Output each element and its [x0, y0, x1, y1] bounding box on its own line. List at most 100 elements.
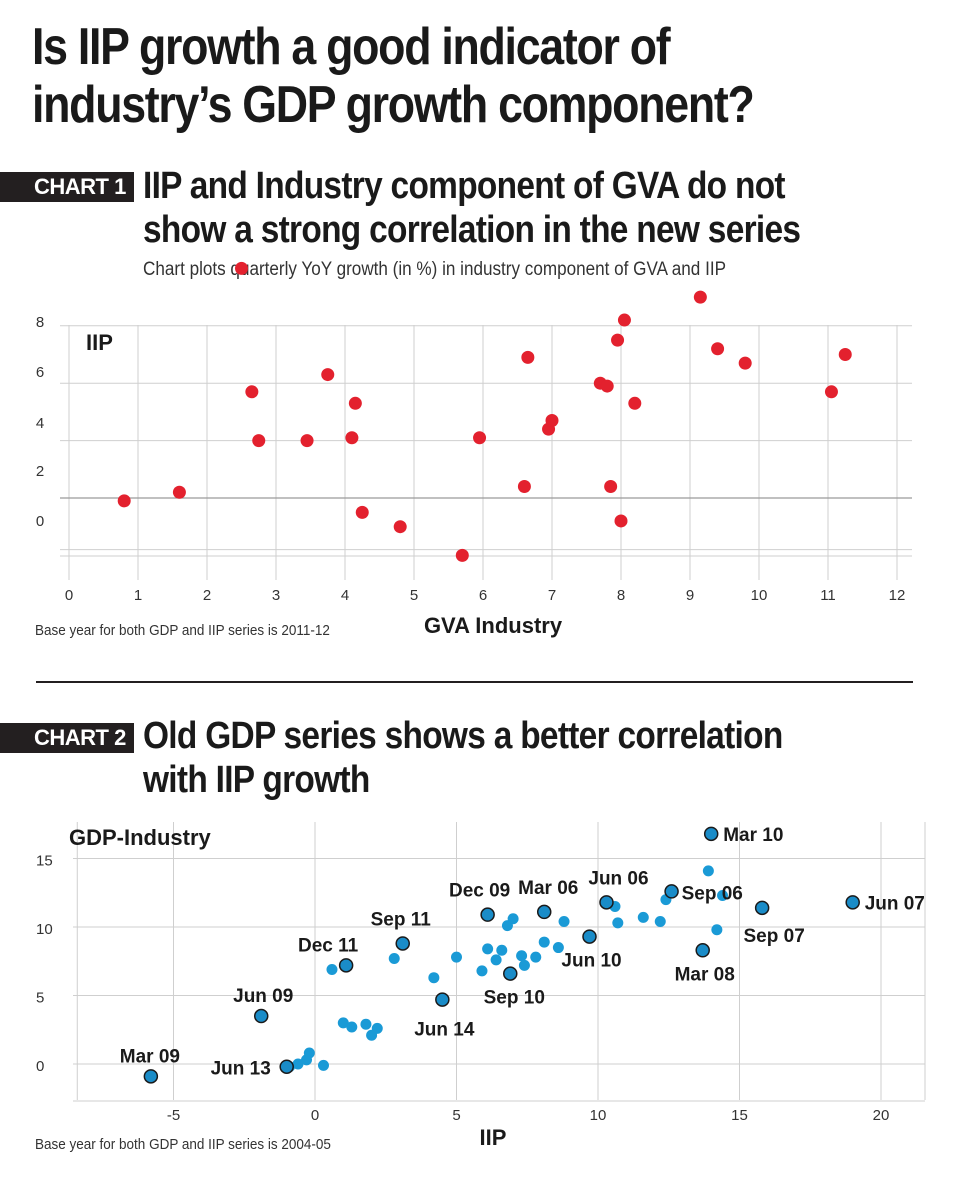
page-title-line2: industry’s GDP growth component? — [32, 76, 755, 134]
chart1-data-point — [321, 368, 335, 382]
chart2-point-label: Jun 06 — [588, 868, 648, 889]
chart2-data-point — [538, 936, 550, 948]
chart2-data-point — [654, 916, 666, 928]
chart1-data-point — [604, 480, 618, 494]
chart2-point-label: Jun 07 — [865, 893, 925, 914]
chart1-data-point — [738, 356, 752, 370]
chart2-y-tick-label: 15 — [36, 853, 53, 870]
chart2-data-point — [428, 972, 440, 984]
chart2-data-point — [326, 963, 338, 975]
chart2-y-tick-label: 10 — [36, 921, 53, 938]
chart1-data-point — [628, 396, 642, 410]
chart2-data-point — [612, 917, 624, 929]
chart2-data-point — [303, 1047, 315, 1059]
chart2-data-point — [717, 889, 729, 901]
chart2-tag: CHART 2 — [0, 723, 134, 753]
chart2-point-label: Sep 10 — [484, 988, 545, 1009]
chart2-labeled-point — [253, 1008, 269, 1024]
chart2-data-point — [711, 924, 723, 936]
chart1-x-tick-label: 6 — [479, 587, 487, 604]
chart2-point-label: Mar 10 — [723, 825, 783, 846]
chart1-subtitle: Chart plots quarterly YoY growth (in %) … — [143, 259, 726, 280]
chart1-data-point — [517, 480, 531, 494]
chart1-data-point — [455, 548, 469, 562]
chart2-data-point — [292, 1058, 304, 1070]
chart2-labeled-point — [695, 943, 710, 958]
chart2-point-label: Mar 09 — [120, 1046, 180, 1067]
chart1-data-point — [600, 379, 614, 393]
chart2-labeled-point — [845, 895, 860, 910]
chart2-point-label: Dec 09 — [449, 881, 510, 902]
chart1-x-tick-label: 11 — [820, 587, 836, 604]
chart2-x-axis-title: IIP — [480, 1125, 507, 1150]
chart1-x-tick-label: 1 — [134, 587, 142, 604]
chart1-x-tick-label: 3 — [272, 587, 280, 604]
chart2-data-point — [552, 942, 564, 954]
chart2-x-tick-label: -5 — [167, 1107, 180, 1124]
chart1-heading-line1: IIP and Industry component of GVA do not — [143, 165, 786, 207]
section-divider — [36, 681, 913, 683]
chart1-y-tick-label: 2 — [36, 463, 44, 480]
chart1-tag: CHART 1 — [0, 172, 134, 202]
chart2-point-label: Jun 10 — [561, 951, 621, 972]
chart2-data-point — [346, 1021, 358, 1033]
chart1-data-point — [521, 350, 535, 364]
chart2-labeled-point — [143, 1069, 159, 1084]
chart1-data-point — [245, 385, 259, 399]
chart2-data-point — [702, 865, 714, 877]
chart2-data-point — [490, 954, 502, 966]
chart1-y-tick-label: 4 — [36, 415, 44, 432]
chart1-x-axis-title: GVA Industry — [424, 613, 563, 638]
chart2-data-point — [451, 951, 462, 963]
chart2-point-label: Sep 07 — [744, 926, 805, 947]
chart1-data-point — [355, 505, 369, 519]
chart1-footnote: Base year for both GDP and IIP series is… — [35, 622, 330, 639]
chart1-x-tick-label: 12 — [889, 587, 906, 604]
chart2-data-point — [496, 944, 508, 956]
chart2-point-label: Jun 14 — [414, 1020, 475, 1041]
chart1-heading-line2: show a strong correlation in the new ser… — [143, 209, 801, 251]
chart1-x-tick-label: 7 — [548, 587, 556, 604]
chart1-x-tick-label: 10 — [751, 587, 768, 604]
chart1-data-point — [300, 434, 314, 448]
chart2-data-point — [507, 913, 519, 925]
chart2-point-label: Jun 09 — [233, 986, 293, 1007]
chart2-labeled-point — [338, 958, 354, 973]
chart1-data-point — [838, 348, 852, 361]
chart1-data-point — [614, 514, 628, 528]
chart2-data-point — [558, 916, 570, 928]
chart1-x-tick-label: 4 — [341, 587, 349, 604]
chart2-labeled-point — [536, 904, 552, 920]
chart1-x-tick-label: 9 — [686, 587, 694, 604]
chart1-data-point — [348, 396, 362, 410]
chart2-data-point — [317, 1059, 329, 1071]
chart2-labeled-point — [599, 895, 614, 910]
page-title: Is IIP growth a good indicator of indust… — [32, 18, 806, 134]
chart1-x-tick-label: 0 — [65, 587, 73, 604]
chart2-data-point — [337, 1017, 349, 1029]
chart2-point-label: Jun 13 — [211, 1059, 271, 1080]
chart1-x-tick-label: 8 — [617, 587, 625, 604]
chart2-data-point — [482, 943, 494, 955]
page-title-line1: Is IIP growth a good indicator of — [32, 18, 671, 76]
chart2-data-point — [516, 950, 528, 962]
chart2-labeled-point — [664, 884, 679, 899]
chart2-x-tick-label: 0 — [311, 1107, 319, 1124]
chart2-labeled-point — [754, 900, 770, 916]
chart1-data-point — [545, 414, 559, 428]
chart2-data-point — [360, 1018, 372, 1030]
chart1-data-point — [345, 431, 359, 445]
chart1-data-point — [252, 434, 266, 448]
chart1-x-tick-label: 5 — [410, 587, 418, 604]
chart1-data-point — [393, 520, 407, 534]
chart2-heading-line1: Old GDP series shows a better correlatio… — [143, 715, 783, 757]
chart2-point-label: Dec 11 — [298, 935, 359, 956]
chart2-point-label: Sep 06 — [682, 883, 743, 904]
chart2-labeled-point — [582, 929, 597, 944]
chart1-heading: IIP and Industry component of GVA do not… — [143, 164, 801, 252]
chart1-y-tick-label: 8 — [36, 314, 44, 331]
chart1-data-point — [617, 313, 631, 327]
chart1-data-point — [473, 431, 487, 445]
